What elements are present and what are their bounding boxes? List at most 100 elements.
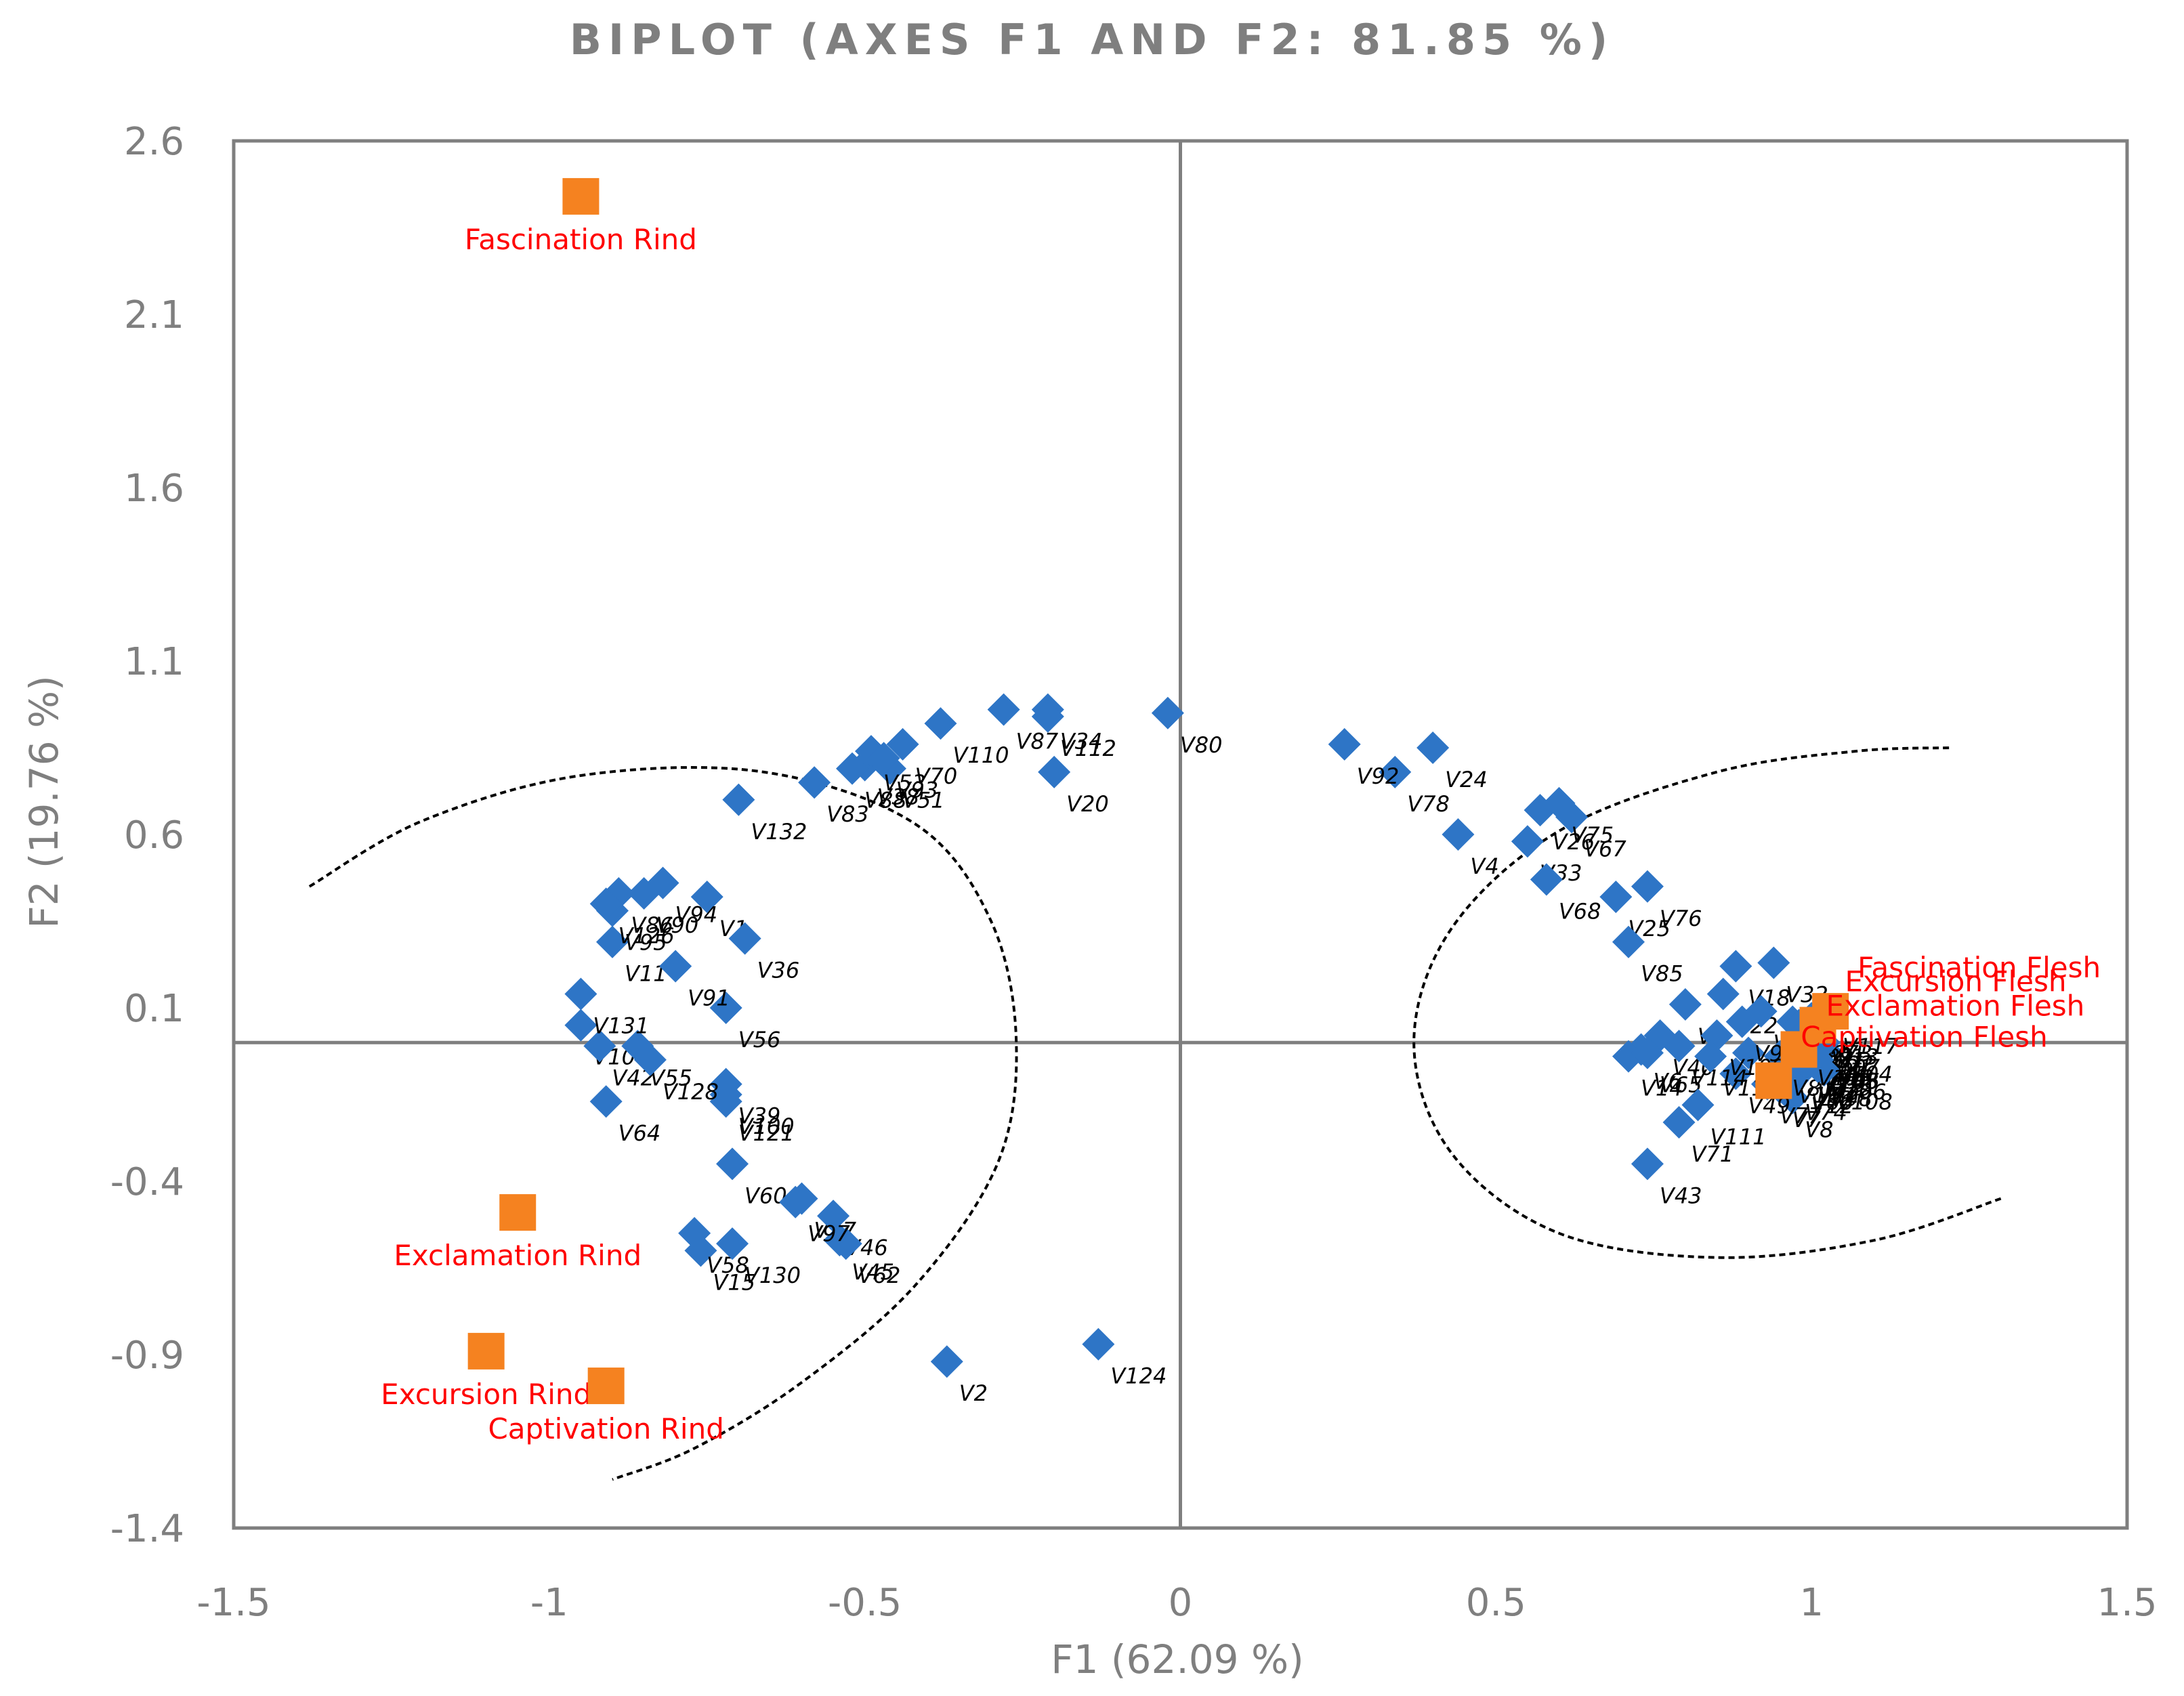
variable-point-v85	[1612, 925, 1645, 958]
variable-label-v111: V111	[1710, 1124, 1766, 1149]
variable-label-v110: V110	[952, 742, 1009, 768]
flesh-ellipse	[1412, 746, 2002, 1259]
variable-label-v100: V100	[738, 1114, 795, 1139]
variable-point-v2	[930, 1345, 963, 1378]
variable-point-v92	[1328, 727, 1361, 761]
variable-point-v9	[1668, 988, 1702, 1021]
variable-point-v80	[1151, 696, 1184, 729]
variable-point-v93	[867, 742, 900, 775]
variable-label-v26: V26	[1553, 829, 1595, 855]
variable-points: V1V2V4V6V7V8V9V10V11V12V13V14V15V16V17V1…	[564, 693, 1899, 1406]
variable-point-v75	[1542, 786, 1576, 820]
variable-point-v70	[886, 727, 919, 761]
variable-point-v94	[646, 866, 679, 899]
y-tick-label: -0.4	[110, 1160, 184, 1204]
y-axis-label: F2 (19.76 %)	[21, 675, 67, 929]
variable-point-v97	[779, 1185, 812, 1218]
variable-label-v82: V82	[1818, 1082, 1860, 1108]
y-tick-label: 0.6	[124, 813, 184, 857]
variable-label-v114: V114	[1692, 1065, 1748, 1090]
variable-label-v45: V45	[852, 1259, 894, 1285]
variable-point-v33	[1511, 825, 1544, 858]
variable-point-v130	[716, 1227, 749, 1260]
variable-point-v71	[1662, 1105, 1696, 1139]
observation-label-captivation-rind: Captivation Rind	[488, 1412, 723, 1445]
variable-point-v121	[709, 1085, 742, 1118]
variable-point-v126	[589, 887, 623, 920]
variable-point-v35	[1732, 1036, 1765, 1069]
variable-label-v62: V62	[858, 1263, 901, 1288]
variable-label-v124: V124	[1110, 1363, 1167, 1389]
variable-label-v108: V108	[1836, 1089, 1893, 1115]
zero-lines	[234, 141, 2127, 1528]
variable-label-v7: V7	[1792, 1107, 1822, 1132]
variable-label-v87: V87	[1016, 729, 1059, 755]
variable-label-v4: V4	[1470, 853, 1498, 879]
variable-point-v99	[1725, 1005, 1759, 1038]
variable-label-v121: V121	[738, 1120, 795, 1146]
y-tick-label: 2.1	[124, 293, 184, 337]
variable-label-v51: V51	[902, 788, 945, 813]
variable-label-v112: V112	[1060, 736, 1116, 761]
variable-point-v110	[924, 707, 957, 740]
observation-label-captivation-flesh: Captivation Flesh	[1801, 1021, 2047, 1054]
variable-label-v53: V53	[883, 770, 926, 796]
observation-points: Fascination Rind Exclamation Rind Excursio…	[381, 177, 2101, 1445]
variable-label-v128: V128	[663, 1079, 719, 1105]
y-tick-label: 2.6	[124, 120, 184, 164]
variable-label-v94: V94	[675, 902, 718, 928]
observation-point-fascination-rind	[562, 177, 600, 215]
variable-label-v70: V70	[915, 763, 958, 789]
variable-label-v56: V56	[738, 1027, 781, 1053]
observation-label-exclamation-flesh: Exclamation Flesh	[1826, 989, 2085, 1022]
variable-label-v66: V66	[1811, 1089, 1854, 1115]
variable-label-v2: V2	[959, 1380, 988, 1406]
observation-point-fascination-flesh	[1812, 993, 1849, 1030]
variable-label-v85: V85	[1641, 961, 1683, 987]
x-tick-label: 1	[1799, 1581, 1824, 1625]
observation-label-fascination-rind: Fascination Rind	[465, 223, 697, 256]
variable-point-v42	[583, 1030, 616, 1063]
variable-label-v106: V106	[1830, 1079, 1886, 1105]
observation-point-excursion-rind	[467, 1332, 505, 1370]
variable-label-v86: V86	[631, 912, 673, 938]
variable-point-v65	[1631, 1036, 1664, 1069]
variable-label-v13: V13	[1836, 1044, 1879, 1070]
variable-label-v77: V77	[1780, 1103, 1822, 1129]
variable-label-v104: V104	[1836, 1061, 1893, 1087]
variable-point-v83	[798, 766, 831, 799]
variable-label-v24: V24	[1445, 767, 1488, 792]
variable-point-v76	[1631, 870, 1664, 903]
observation-point-captivation-flesh	[1755, 1062, 1792, 1099]
variable-label-v90: V90	[656, 912, 699, 938]
variable-point-v88	[836, 752, 869, 785]
variable-label-v78: V78	[1407, 791, 1450, 817]
observation-point-captivation-rind	[587, 1368, 625, 1405]
variable-point-v22	[1706, 977, 1740, 1011]
y-tick-label: 1.6	[124, 467, 184, 511]
variable-label-v6: V6	[1654, 1068, 1682, 1094]
observation-label-fascination-flesh: Fascination Flesh	[1857, 951, 2101, 984]
variable-point-v128	[633, 1043, 667, 1076]
variable-label-v39: V39	[738, 1103, 781, 1129]
variable-label-v16: V16	[1799, 1082, 1841, 1108]
observation-point-exclamation-rind	[499, 1194, 537, 1231]
variable-point-v91	[659, 950, 692, 983]
variable-label-v130: V130	[744, 1263, 801, 1288]
variable-point-v111	[1681, 1088, 1715, 1122]
variable-label-v11: V11	[625, 961, 667, 987]
variable-point-v49	[1719, 1057, 1752, 1090]
variable-label-v15: V15	[713, 1269, 755, 1295]
x-tick-label: 1.5	[2097, 1581, 2157, 1625]
variable-label-v126: V126	[618, 923, 675, 948]
variable-point-v60	[716, 1147, 749, 1181]
variable-label-v58: V58	[707, 1252, 749, 1278]
variable-label-v83: V83	[826, 801, 869, 827]
y-tick-label: 0.1	[124, 987, 184, 1031]
observation-label-excursion-flesh: Excursion Flesh	[1845, 965, 2066, 998]
y-tick-label: -1.4	[110, 1507, 184, 1551]
variable-point-v32	[1757, 946, 1790, 979]
variable-label-v80: V80	[1180, 732, 1223, 758]
variable-label-v88: V88	[864, 788, 907, 813]
variable-point-v68	[1530, 863, 1563, 896]
